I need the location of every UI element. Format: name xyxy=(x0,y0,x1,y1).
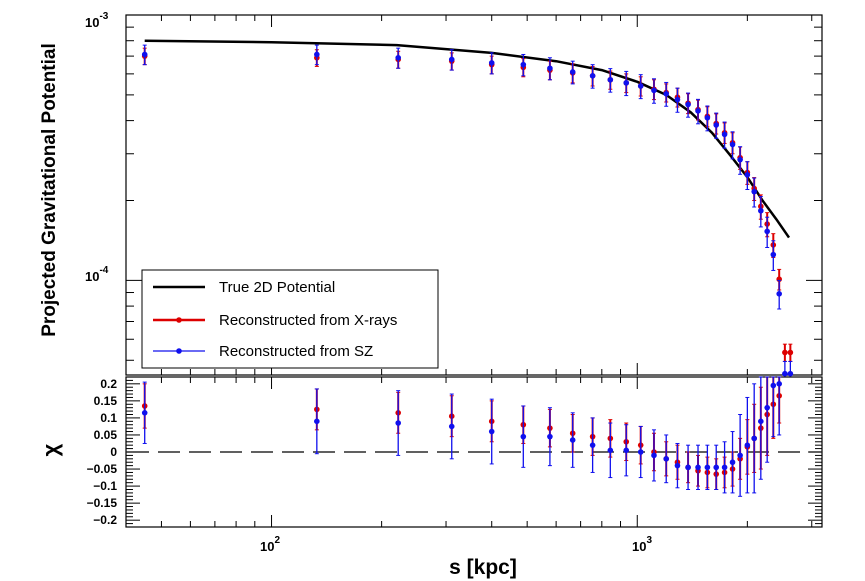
sz-top-point xyxy=(751,188,757,195)
sz-chi-point xyxy=(744,442,751,448)
sz-top-point xyxy=(758,207,764,214)
bottom-ytick-label: 0.1 xyxy=(100,411,117,425)
sz-top-point xyxy=(569,69,576,75)
sz-chi-point xyxy=(651,452,657,459)
legend-marker-xray xyxy=(176,317,182,323)
sz-top-point xyxy=(589,73,596,79)
legend-label-sz: Reconstructed from SZ xyxy=(219,343,373,360)
sz-top-point xyxy=(685,101,691,108)
bottom-ytick-label: −0.2 xyxy=(93,513,117,527)
xtick-label-1e3: 103 xyxy=(632,535,652,554)
sz-chi-point xyxy=(704,464,711,471)
top-ytick-label-1e-3: 10-3 xyxy=(85,11,109,30)
true-2d-potential-series xyxy=(144,39,791,239)
bottom-axis-ticks xyxy=(125,376,822,528)
sz-chi-point xyxy=(448,423,455,430)
sz-chi-point xyxy=(776,381,782,387)
sz-top-point xyxy=(520,61,527,68)
bottom-ytick-label: 0 xyxy=(110,445,117,459)
bottom-ytick-labels: 0.2 0.15 0.1 0.05 0 −0.05 −0.1 −0.15 −0.2 xyxy=(87,377,118,527)
top-panel-points xyxy=(141,44,794,377)
sz-top-point xyxy=(547,65,553,72)
bottom-ytick-label: 0.2 xyxy=(100,377,117,391)
sz-top-point xyxy=(787,370,794,377)
sz-chi-point xyxy=(637,449,644,455)
sz-top-point xyxy=(782,370,788,377)
sz-top-point xyxy=(729,141,736,148)
xlabel: s [kpc] xyxy=(449,556,517,579)
sz-top-point xyxy=(607,76,614,83)
sz-chi-point xyxy=(721,464,728,471)
sz-top-point xyxy=(448,56,455,63)
xray-top-point xyxy=(787,349,794,356)
sz-top-point xyxy=(674,96,681,103)
bottom-ytick-label: −0.05 xyxy=(87,462,118,476)
top-ylabel: Projected Gravitational Potential xyxy=(39,43,60,337)
sz-top-point xyxy=(744,171,751,178)
sz-top-point xyxy=(141,51,148,58)
xtick-label-1e2: 102 xyxy=(260,535,280,554)
sz-chi-point xyxy=(713,464,720,471)
true-2d-potential-line xyxy=(144,39,791,239)
sz-top-point xyxy=(704,114,711,121)
sz-chi-point xyxy=(607,447,614,454)
sz-chi-point xyxy=(547,433,553,440)
sz-chi-point xyxy=(589,442,596,448)
sz-chi-point xyxy=(395,420,402,426)
top-ytick-label-1e-4: 10-4 xyxy=(85,265,109,284)
sz-top-point xyxy=(770,251,777,258)
bottom-ytick-label: −0.15 xyxy=(87,496,118,510)
sz-chi-point xyxy=(663,456,670,462)
legend-marker-sz xyxy=(176,348,182,354)
sz-top-point xyxy=(651,87,657,94)
sz-chi-point xyxy=(770,382,777,389)
sz-chi-point xyxy=(520,433,527,440)
bottom-panel-points xyxy=(141,376,782,497)
sz-top-point xyxy=(721,131,728,138)
sz-chi-point xyxy=(685,464,691,471)
legend: True 2D Potential Reconstructed from X-r… xyxy=(141,269,439,369)
sz-chi-point xyxy=(758,418,764,425)
sz-top-point xyxy=(713,122,720,128)
sz-chi-point xyxy=(314,418,320,425)
sz-chi-point xyxy=(729,459,736,466)
bottom-ytick-label: 0.15 xyxy=(94,394,118,408)
sz-top-point xyxy=(314,51,320,58)
sz-chi-point xyxy=(569,437,576,443)
top-panel-frame xyxy=(125,14,823,376)
sz-top-point xyxy=(737,156,743,163)
xray-top-point xyxy=(782,349,788,356)
sz-top-point xyxy=(663,90,670,97)
sz-chi-point xyxy=(141,409,148,416)
sz-chi-point xyxy=(674,462,681,469)
bottom-ytick-label: −0.1 xyxy=(93,479,117,493)
sz-top-point xyxy=(395,54,402,61)
sz-chi-point xyxy=(764,404,770,411)
sz-chi-point xyxy=(751,435,757,442)
sz-chi-point xyxy=(488,428,495,435)
bottom-ylabel-chi: χ xyxy=(38,443,63,456)
sz-top-point xyxy=(776,291,782,297)
legend-label-true: True 2D Potential xyxy=(219,279,335,296)
sz-chi-point xyxy=(737,452,743,459)
legend-label-xray: Reconstructed from X-rays xyxy=(219,312,397,329)
sz-top-point xyxy=(623,80,630,86)
sz-top-point xyxy=(764,228,770,235)
bottom-ytick-label: 0.05 xyxy=(94,428,118,442)
sz-chi-point xyxy=(695,464,701,471)
sz-top-point xyxy=(637,83,644,89)
sz-chi-point xyxy=(623,447,630,454)
sz-top-point xyxy=(488,60,495,66)
sz-top-point xyxy=(695,108,701,114)
top-axis-ticks xyxy=(125,14,822,375)
